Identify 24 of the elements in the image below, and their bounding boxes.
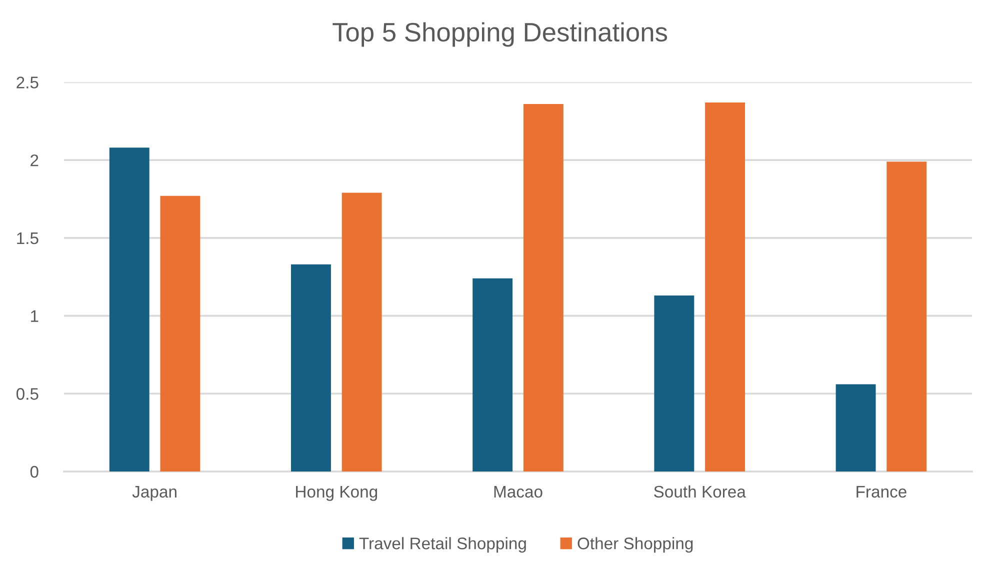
x-tick-label: Japan (132, 486, 176, 501)
bar (160, 196, 200, 472)
bar (109, 148, 150, 472)
bar (291, 264, 331, 472)
y-tick-label: 0.5 (16, 388, 38, 400)
x-tick-label: Macao (494, 486, 542, 498)
bar (654, 296, 694, 472)
y-tick-label: 2 (30, 154, 38, 166)
legend-label: Travel Retail Shopping (359, 537, 526, 553)
x-tick-label: Hong Kong (296, 486, 378, 501)
bar (472, 278, 513, 472)
x-tick-label: France (856, 486, 906, 498)
y-tick-label: 0 (30, 466, 38, 478)
y-tick-label: 1.5 (17, 232, 38, 244)
bar (836, 384, 876, 472)
bar (705, 102, 745, 472)
bar (342, 192, 382, 472)
chart-title: Top 5 Shopping Destinations (332, 22, 668, 47)
x-tick-label: South Korea (654, 485, 746, 498)
y-tick-label: 1 (31, 310, 38, 322)
bar (523, 104, 564, 472)
y-tick-label: 2.5 (16, 76, 38, 88)
bar (886, 162, 927, 472)
legend-label: Other Shopping (578, 537, 693, 553)
